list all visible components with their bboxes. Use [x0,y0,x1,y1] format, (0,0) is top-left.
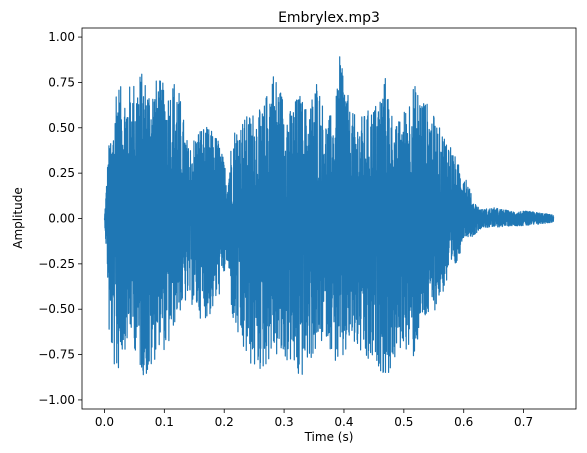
x-tick-label: 0.0 [95,415,114,429]
y-tick-label: 0.25 [48,166,75,180]
y-tick-label: 1.00 [48,30,75,44]
y-tick-label: 0.75 [48,75,75,89]
y-axis-label: Amplitude [11,187,25,249]
x-axis-ticks: 0.0 0.1 0.2 0.3 0.4 0.5 0.6 0.7 [95,409,533,429]
waveform-series [103,56,555,376]
x-tick-label: 0.5 [394,415,413,429]
x-axis-label: Time (s) [304,430,354,444]
plot-area [103,56,555,376]
y-tick-label: −1.00 [38,393,75,407]
x-tick-label: 0.6 [454,415,473,429]
y-tick-label: −0.50 [38,302,75,316]
x-tick-label: 0.1 [155,415,174,429]
y-tick-label: 0.00 [48,212,75,226]
x-tick-label: 0.3 [275,415,294,429]
x-tick-label: 0.7 [514,415,533,429]
y-tick-label: −0.75 [38,348,75,362]
y-axis-ticks: 1.00 0.75 0.50 0.25 0.00 −0.25 −0.50 −0.75 −1.00 [38,30,82,407]
x-tick-label: 0.4 [334,415,353,429]
y-tick-label: −0.25 [38,257,75,271]
y-tick-label: 0.50 [48,121,75,135]
x-tick-label: 0.2 [215,415,234,429]
chart-title: Embrylex.mp3 [278,10,380,26]
waveform-line [103,56,555,376]
